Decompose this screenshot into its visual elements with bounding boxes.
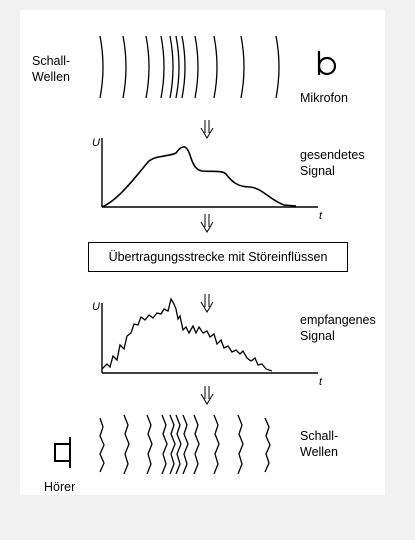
sound-waves-label-top: Schall- Wellen [32, 54, 71, 84]
transmission-channel-label: Übertragungsstrecke mit Störeinflüssen [108, 250, 328, 264]
received-signal-label: empfangenes Signal [300, 313, 376, 343]
received-x-axis-label: t [319, 376, 323, 388]
arrow-down-icon [200, 386, 214, 405]
microphone-label: Mikrofon [300, 91, 348, 105]
sent-x-axis-label: t [319, 210, 323, 222]
sound-waves-top [99, 35, 280, 99]
transmission-channel-box: Übertragungsstrecke mit Störeinflüssen [88, 242, 348, 272]
microphone-icon [317, 51, 337, 76]
received-y-axis-label: U [92, 301, 100, 313]
arrow-down-icon [200, 294, 214, 313]
sent-y-axis-label: U [92, 137, 100, 149]
sent-signal-curve [101, 146, 297, 208]
received-signal-curve [101, 297, 273, 372]
sent-signal-label: gesendetes Signal [300, 148, 365, 178]
sound-waves-label-bottom: Schall- Wellen [300, 429, 339, 459]
arrow-down-icon [200, 120, 214, 139]
received-signal-axes [101, 303, 318, 374]
sent-signal-axes [101, 138, 318, 208]
receiver-label: Hörer [44, 480, 76, 494]
sound-waves-bottom [99, 414, 271, 475]
arrow-down-icon [200, 214, 214, 233]
receiver-icon [54, 437, 71, 468]
